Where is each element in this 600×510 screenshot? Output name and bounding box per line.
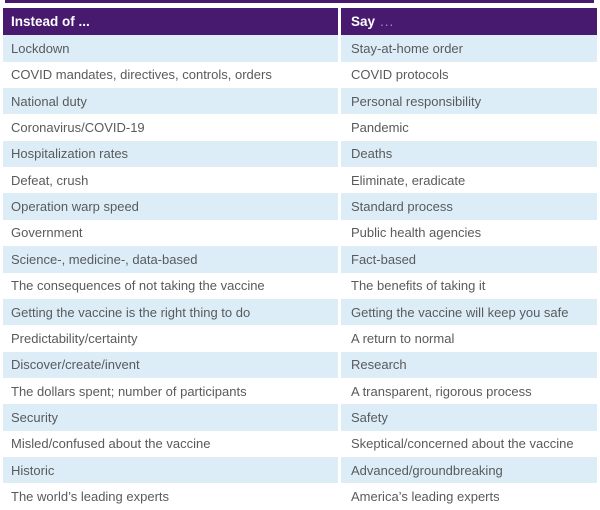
cell-instead: Historic [3,457,338,484]
cell-say: Pandemic [341,114,597,141]
table-row: Government Public health agencies [3,219,597,247]
cell-say: Personal responsibility [341,88,597,115]
table-row: Discover/create/invent Research [3,351,597,378]
table-row: Getting the vaccine is the right thing t… [3,298,597,326]
column-header-say: Say ... [341,8,597,36]
cell-say: Advanced/groundbreaking [341,457,597,484]
table-row: Operation warp speed Standard process [3,193,597,220]
table-row: Historic Advanced/groundbreaking [3,457,597,484]
cell-instead: Security [3,404,338,431]
table-row: National duty Personal responsibility [3,88,597,115]
cell-instead: The dollars spent; number of participant… [3,377,338,405]
cell-say: Safety [341,404,597,431]
column-header-instead-of-label: Instead of ... [11,14,90,30]
top-rule-divider [5,0,594,3]
cell-say: Stay-at-home order [341,35,597,62]
cell-instead: Predictability/certainty [3,325,338,352]
cell-instead: Getting the vaccine is the right thing t… [3,298,338,326]
cell-say: Fact-based [341,246,597,273]
cell-instead: Misled/confused about the vaccine [3,430,338,458]
cell-say: The benefits of taking it [341,272,597,299]
table-row: The world’s leading experts America’s lea… [3,483,597,510]
cell-instead: Lockdown [3,35,338,62]
table-row: Security Safety [3,404,597,431]
cell-instead: Hospitalization rates [3,140,338,168]
cell-instead: COVID mandates, directives, controls, or… [3,61,338,89]
table-row: COVID mandates, directives, controls, or… [3,61,597,89]
table-row: Hospitalization rates Deaths [3,140,597,168]
table-row: Science-, medicine-, data-based Fact-base… [3,246,597,273]
cell-say: Skeptical/concerned about the vaccine [341,430,597,458]
table-header-row: Instead of ... Say ... [3,8,597,36]
cell-instead: Discover/create/invent [3,351,338,378]
table-body: Lockdown Stay-at-home order COVID mandates… [3,35,597,510]
cell-instead: The world’s leading experts [3,483,338,510]
cell-say: America’s leading experts [341,483,597,510]
cell-instead: Government [3,219,338,247]
cell-say: Research [341,351,597,378]
cell-say: A transparent, rigorous process [341,377,597,405]
table-row: Defeat, crush Eliminate, eradicate [3,167,597,194]
cell-say: Deaths [341,140,597,168]
messaging-language-table: Instead of ... Say ... Lockdown Stay-at-h… [3,8,597,510]
table-row: The dollars spent; number of participant… [3,377,597,405]
cell-instead: Coronavirus/COVID-19 [3,114,338,141]
table-row: Predictability/certainty A return to norm… [3,325,597,352]
table-row: Lockdown Stay-at-home order [3,35,597,62]
cell-say: Getting the vaccine will keep you safe [341,298,597,326]
table-row: The consequences of not taking the vacci… [3,272,597,299]
cell-instead: National duty [3,88,338,115]
cell-instead: The consequences of not taking the vacci… [3,272,338,299]
cell-instead: Defeat, crush [3,167,338,194]
cell-say: A return to normal [341,325,597,352]
cell-say: Standard process [341,193,597,220]
column-header-say-label: Say [351,14,376,30]
cell-instead: Science-, medicine-, data-based [3,246,338,273]
column-header-instead-of: Instead of ... [3,8,338,36]
column-header-say-ellipsis: ... [380,14,395,30]
cell-instead: Operation warp speed [3,193,338,220]
cell-say: Public health agencies [341,219,597,247]
table-row: Misled/confused about the vaccine Skeptic… [3,430,597,458]
table-row: Coronavirus/COVID-19 Pandemic [3,114,597,141]
cell-say: Eliminate, eradicate [341,167,597,194]
cell-say: COVID protocols [341,61,597,89]
